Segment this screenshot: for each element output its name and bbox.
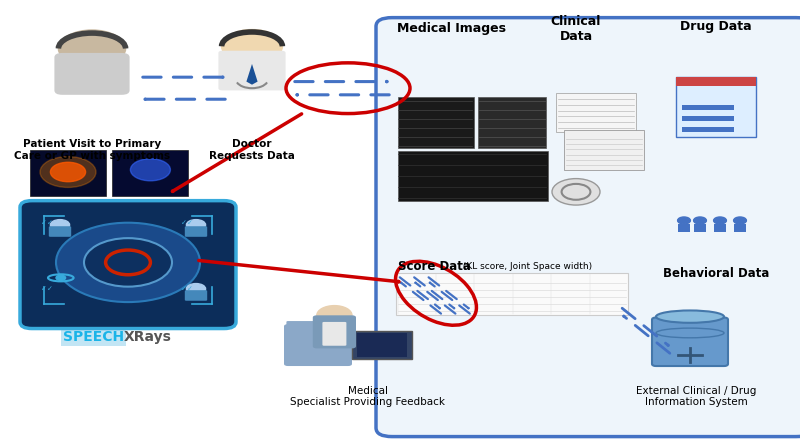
Polygon shape (246, 64, 258, 85)
FancyBboxPatch shape (185, 290, 207, 301)
Circle shape (734, 217, 746, 224)
Text: ✓: ✓ (181, 286, 187, 292)
FancyBboxPatch shape (357, 333, 407, 357)
Text: XRays: XRays (124, 330, 172, 344)
Text: Doctor
Requests Data: Doctor Requests Data (209, 139, 295, 161)
FancyBboxPatch shape (678, 224, 690, 232)
FancyBboxPatch shape (734, 224, 746, 232)
FancyBboxPatch shape (20, 201, 236, 329)
Text: ✓: ✓ (186, 220, 193, 226)
Text: Drug Data: Drug Data (680, 20, 752, 33)
FancyBboxPatch shape (682, 127, 734, 132)
Circle shape (50, 220, 70, 230)
FancyBboxPatch shape (682, 116, 734, 121)
FancyBboxPatch shape (185, 226, 207, 237)
Text: Medical
Specialist Providing Feedback: Medical Specialist Providing Feedback (290, 386, 446, 407)
Circle shape (40, 157, 96, 187)
Text: Medical Images: Medical Images (398, 22, 506, 35)
Text: ✓: ✓ (46, 286, 53, 292)
Text: Score Data: Score Data (398, 260, 470, 273)
FancyBboxPatch shape (30, 150, 106, 196)
Text: Patient Visit to Primary
Care or GP with symptoms: Patient Visit to Primary Care or GP with… (14, 139, 170, 161)
Text: Behavioral Data: Behavioral Data (663, 267, 769, 280)
FancyBboxPatch shape (714, 224, 726, 232)
FancyBboxPatch shape (676, 77, 756, 86)
Circle shape (678, 217, 690, 224)
Text: External Clinical / Drug
Information System: External Clinical / Drug Information Sys… (636, 386, 756, 407)
FancyBboxPatch shape (478, 97, 546, 148)
FancyBboxPatch shape (676, 77, 756, 137)
Text: ✓: ✓ (41, 286, 47, 292)
FancyBboxPatch shape (313, 315, 356, 348)
FancyBboxPatch shape (398, 97, 474, 148)
FancyBboxPatch shape (396, 273, 628, 315)
FancyBboxPatch shape (682, 105, 734, 110)
FancyBboxPatch shape (49, 226, 71, 237)
Text: ✓: ✓ (181, 220, 187, 226)
Text: Clinical
Data: Clinical Data (551, 15, 601, 43)
Circle shape (84, 238, 172, 287)
FancyBboxPatch shape (322, 322, 346, 346)
Circle shape (56, 275, 66, 280)
Circle shape (130, 159, 170, 181)
FancyBboxPatch shape (112, 150, 188, 196)
Text: SPEECH: SPEECH (63, 330, 124, 344)
FancyBboxPatch shape (286, 321, 318, 329)
FancyBboxPatch shape (694, 224, 706, 232)
Circle shape (317, 306, 352, 325)
FancyBboxPatch shape (398, 151, 548, 201)
Circle shape (714, 217, 726, 224)
FancyBboxPatch shape (284, 324, 352, 366)
Circle shape (694, 217, 706, 224)
FancyBboxPatch shape (218, 51, 286, 90)
Text: ✓: ✓ (186, 286, 193, 292)
Circle shape (186, 284, 206, 294)
FancyBboxPatch shape (54, 53, 130, 95)
Circle shape (50, 162, 86, 182)
FancyBboxPatch shape (352, 331, 412, 359)
Text: ✓: ✓ (46, 220, 53, 226)
Circle shape (56, 223, 200, 302)
Circle shape (552, 179, 600, 205)
FancyBboxPatch shape (652, 318, 728, 366)
Text: (KL score, Joint Space width): (KL score, Joint Space width) (460, 262, 592, 271)
Circle shape (58, 30, 126, 67)
Circle shape (186, 220, 206, 230)
FancyBboxPatch shape (376, 18, 800, 437)
Text: ✓: ✓ (41, 220, 47, 226)
Circle shape (222, 30, 282, 63)
FancyBboxPatch shape (556, 93, 636, 132)
FancyBboxPatch shape (564, 130, 644, 170)
Ellipse shape (656, 310, 724, 323)
